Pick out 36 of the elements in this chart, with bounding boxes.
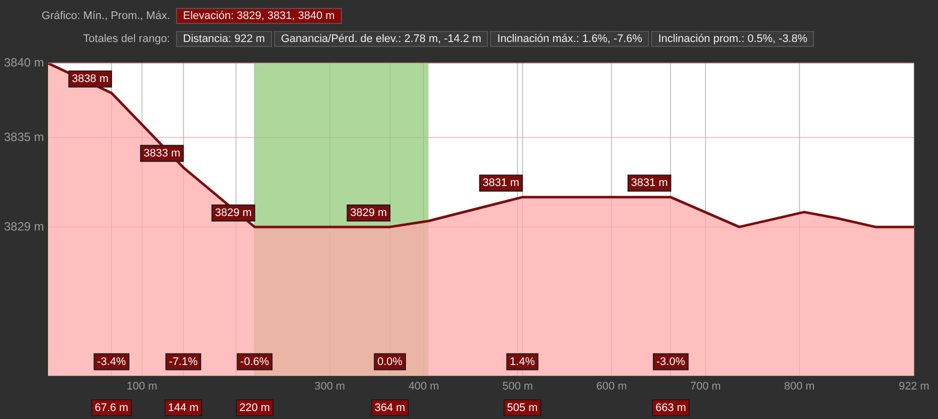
y-tick-label: 3835 m	[4, 130, 44, 144]
text: Inclinación máx.: 1.6%, -7.6%	[490, 31, 650, 47]
annotation: 3838 m	[72, 73, 109, 86]
chart-title: Gráfico: Mín., Prom., Máx.	[40, 10, 170, 22]
annotation: 144 m	[168, 402, 199, 414]
annotation: -3.0%	[656, 356, 686, 368]
annotation: 505 m	[507, 402, 538, 414]
y-tick-label: 3829 m	[4, 219, 44, 234]
annotation: 663 m	[655, 402, 686, 414]
text: Elevación: 3829, 3831, 3840 m	[176, 8, 342, 24]
annotation: 3829 m	[214, 206, 252, 219]
annotation: 364 m	[374, 402, 406, 414]
annotation: 0.0%	[377, 356, 403, 368]
text: Inclinación prom.: 0.5%, -3.8%	[651, 31, 814, 47]
annotation: -7.1%	[168, 356, 198, 368]
annotation: 67.6 m	[94, 402, 128, 414]
x-tick-label: 922 m	[898, 380, 930, 392]
x-tick-label: 800 m	[784, 380, 815, 392]
chart-subtitle: Totales del rango:	[82, 33, 170, 45]
y-tick-label: 3840 m	[4, 56, 44, 70]
annotation: 3833 m	[144, 147, 180, 160]
x-tick-label: 400 m	[408, 380, 440, 392]
annotation: 1.4%	[510, 356, 536, 368]
annotation: 3829 m	[350, 206, 387, 219]
x-tick-label: 100 m	[126, 380, 158, 392]
annotation: 220 m	[239, 402, 270, 414]
text: Ganancia/Pérd. de elev.: 2.78 m, -14.2 m	[274, 31, 488, 47]
x-tick-label: 500 m	[502, 380, 533, 392]
annotation: 3831 m	[482, 177, 520, 190]
x-tick-label: 600 m	[596, 380, 627, 392]
annotation: -3.4%	[97, 356, 126, 368]
annotation: -0.6%	[240, 356, 270, 368]
annotation: 3831 m	[631, 177, 668, 190]
text: Distancia: 922 m	[176, 31, 272, 47]
x-tick-label: 700 m	[690, 380, 721, 392]
x-tick-label: 300 m	[314, 380, 346, 392]
